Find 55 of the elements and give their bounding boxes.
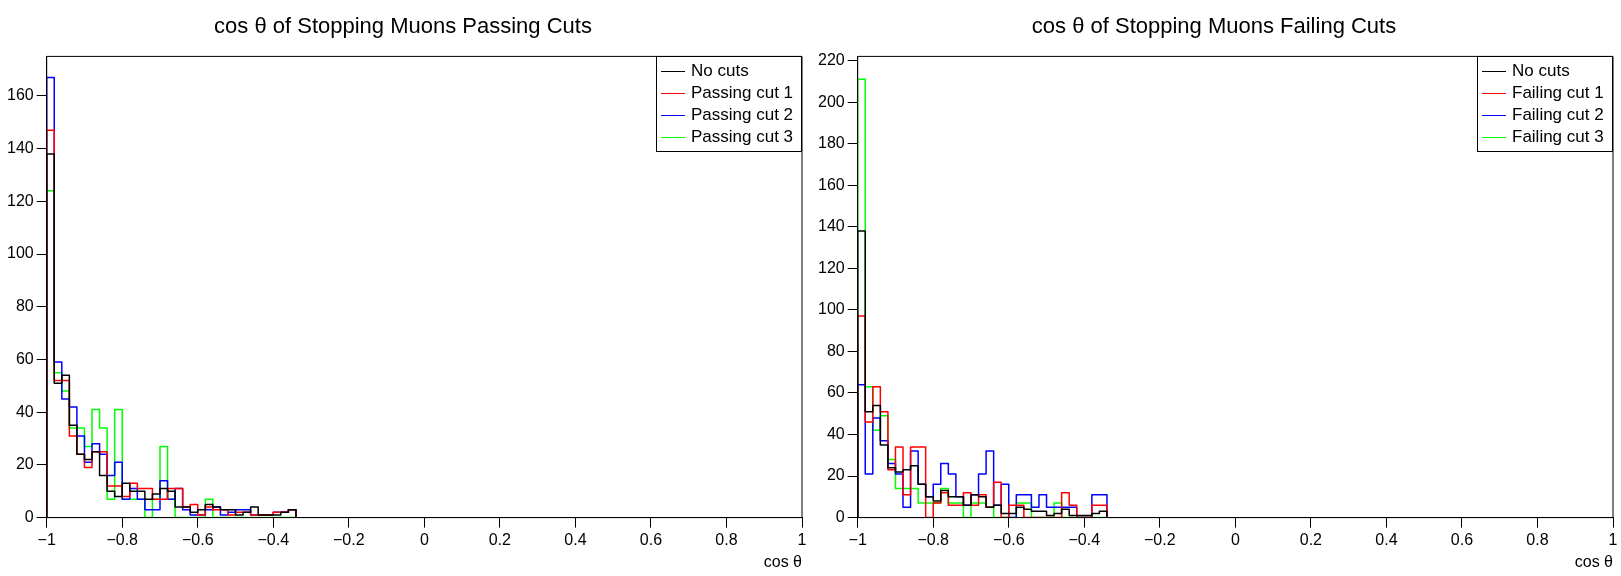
x-tick-label: −1: [848, 530, 867, 548]
legend-label: No cuts: [1512, 60, 1570, 83]
y-tick-label: 80: [826, 341, 845, 359]
x-tick-label: −0.4: [1068, 530, 1101, 548]
y-tick-label: 60: [826, 383, 845, 401]
x-tick-label: −0.4: [257, 530, 290, 548]
x-tick-label: −0.2: [1144, 530, 1176, 548]
x-tick-label: 0.4: [1375, 530, 1398, 548]
legend-label: Passing cut 3: [691, 126, 794, 149]
x-tick-label: −0.2: [333, 530, 365, 548]
x-axis-title: cos θ: [1574, 552, 1614, 570]
x-tick-label: 0.2: [1299, 530, 1323, 548]
x-tick-label: −1: [37, 530, 56, 548]
y-tick-label: 140: [817, 217, 845, 235]
legend-label: Failing cut 3: [1512, 126, 1604, 149]
x-tick-label: −0.8: [106, 530, 139, 548]
x-tick-label: −0.6: [181, 530, 214, 548]
x-tick-label: 0.6: [1450, 530, 1474, 548]
y-tick-label: 40: [826, 424, 845, 442]
x-tick-label: −0.8: [917, 530, 950, 548]
x-tick-label: −0.6: [992, 530, 1025, 548]
y-tick-label: 20: [826, 466, 845, 484]
y-tick-label: 60: [15, 349, 34, 367]
y-tick-label: 120: [6, 191, 34, 209]
x-tick-label: 0: [419, 530, 429, 548]
y-tick-label: 120: [817, 258, 845, 276]
y-tick-label: 140: [6, 139, 34, 157]
y-tick-label: 100: [817, 300, 845, 318]
x-tick-label: 0.8: [1526, 530, 1549, 548]
legend-label: No cuts: [691, 60, 749, 83]
x-tick-label: 0.4: [564, 530, 587, 548]
legend-label: Passing cut 2: [691, 104, 794, 127]
x-tick-label: 0.2: [488, 530, 512, 548]
y-tick-label: 0: [835, 508, 845, 526]
y-tick-label: 100: [6, 244, 34, 262]
y-tick-label: 40: [15, 402, 34, 420]
y-tick-label: 200: [817, 92, 845, 110]
y-tick-label: 180: [817, 134, 845, 152]
y-tick-label: 80: [15, 297, 34, 315]
y-tick-label: 0: [24, 508, 34, 526]
legend-label: Failing cut 1: [1512, 82, 1604, 105]
legend-label: Passing cut 1: [691, 82, 794, 105]
y-tick-label: 220: [817, 50, 845, 68]
x-tick-label: 1: [797, 530, 807, 548]
chart-title: cos θ of Stopping Muons Failing Cuts: [1031, 13, 1397, 39]
x-tick-label: 0: [1230, 530, 1240, 548]
y-tick-label: 20: [15, 455, 34, 473]
x-tick-label: 0.6: [639, 530, 663, 548]
x-tick-label: 1: [1608, 530, 1618, 548]
x-tick-label: 0.8: [715, 530, 738, 548]
chart-title: cos θ of Stopping Muons Passing Cuts: [214, 13, 592, 39]
y-tick-label: 160: [817, 175, 845, 193]
y-tick-label: 160: [6, 86, 34, 104]
x-axis-title: cos θ: [763, 552, 803, 570]
legend-label: Failing cut 2: [1512, 104, 1604, 127]
